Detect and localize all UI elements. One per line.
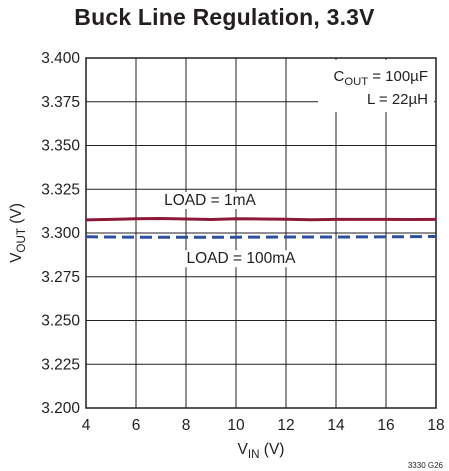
annotation-inductance: L = 22µH bbox=[367, 91, 428, 108]
x-tick-label: 4 bbox=[82, 417, 91, 434]
y-tick-label: 3.375 bbox=[41, 94, 80, 111]
x-tick-label: 8 bbox=[182, 417, 191, 434]
series-label-load-1ma-background bbox=[161, 192, 260, 209]
y-tick-label: 3.200 bbox=[41, 400, 80, 417]
x-axis-label: VIN (V) bbox=[238, 441, 285, 461]
series-label-load-1ma: LOAD = 1mA bbox=[164, 192, 256, 209]
x-tick-label: 6 bbox=[132, 417, 141, 434]
y-tick-label: 3.325 bbox=[41, 181, 80, 198]
series-line-load-1ma bbox=[85, 217, 437, 222]
y-axis-label: VOUT (V) bbox=[8, 203, 28, 263]
series-label-load-100ma-background bbox=[183, 250, 300, 268]
figure-id: 3330 G26 bbox=[407, 461, 443, 470]
y-tick-label: 3.250 bbox=[41, 313, 80, 330]
series-line-load-100ma bbox=[85, 235, 437, 239]
y-tick-label: 3.350 bbox=[41, 138, 80, 155]
x-tick-label: 10 bbox=[227, 417, 245, 434]
chart-title: Buck Line Regulation, 3.3V bbox=[74, 4, 375, 30]
x-tick-label: 16 bbox=[377, 417, 394, 434]
y-tick-label: 3.275 bbox=[41, 269, 80, 286]
x-tick-label: 14 bbox=[327, 417, 345, 434]
series-label-load-100ma: LOAD = 100mA bbox=[187, 250, 297, 267]
annotation-cout: COUT = 100µF bbox=[333, 68, 428, 88]
x-tick-label: 12 bbox=[277, 417, 294, 434]
annotation-background bbox=[318, 60, 434, 112]
y-tick-label: 3.400 bbox=[41, 50, 80, 67]
y-tick-label: 3.225 bbox=[41, 356, 80, 373]
x-tick-label: 18 bbox=[427, 417, 444, 434]
plot-frame bbox=[85, 57, 437, 409]
y-tick-label: 3.300 bbox=[41, 225, 80, 242]
